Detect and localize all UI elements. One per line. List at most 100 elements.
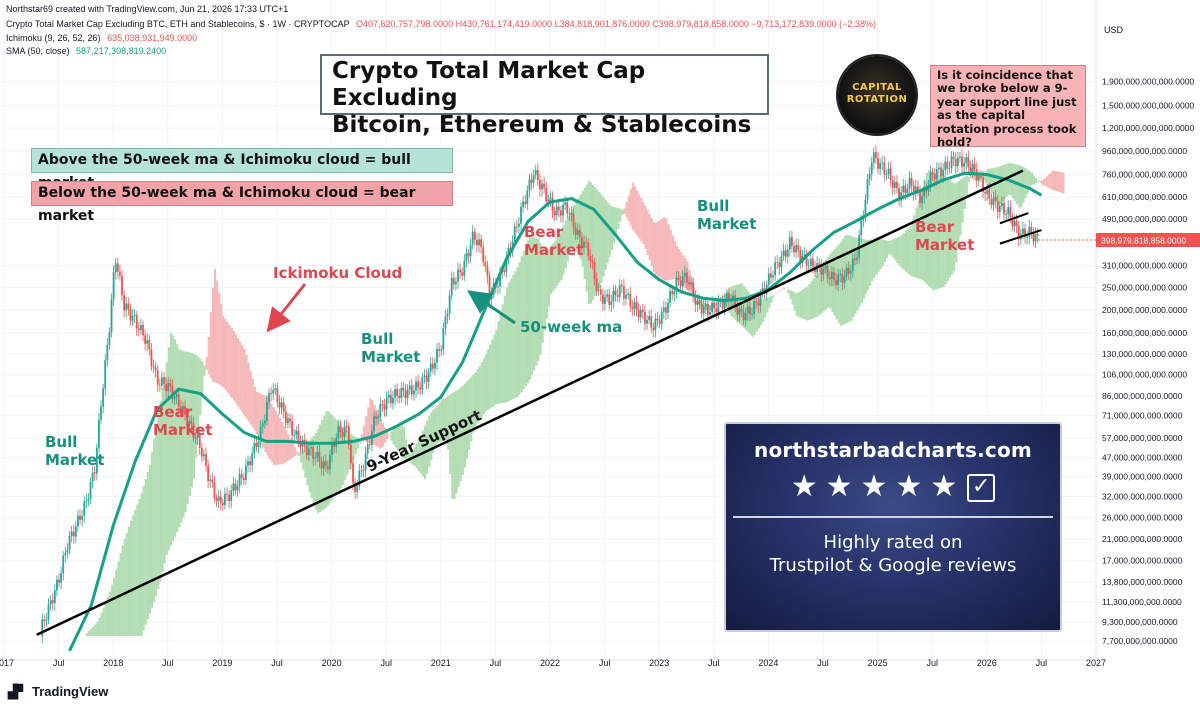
candle	[520, 202, 522, 231]
cloud-segment	[871, 239, 874, 282]
tradingview-logo[interactable]: ▟▘ TradingView	[8, 684, 108, 700]
candle-body	[776, 262, 779, 263]
candle-body	[352, 463, 354, 483]
cloud-segment	[1049, 172, 1052, 189]
candle	[524, 194, 527, 209]
candle	[652, 322, 655, 338]
cloud-segment	[846, 234, 849, 323]
candle	[870, 156, 873, 182]
x-tick-label: 2027	[1086, 658, 1106, 668]
candle-body	[507, 247, 510, 258]
cloud-segment	[886, 240, 889, 259]
candle	[442, 322, 445, 356]
cloud-segment	[571, 209, 574, 249]
cloud-segment	[480, 362, 483, 418]
cloud-segment	[682, 255, 685, 286]
candle-body	[144, 335, 147, 344]
candle-body	[791, 237, 793, 247]
candle-body	[56, 579, 58, 591]
candle-body	[593, 262, 596, 279]
candle	[667, 298, 669, 319]
candle	[144, 329, 147, 351]
candle-body	[68, 535, 71, 550]
candle	[242, 472, 245, 486]
candle-body	[305, 445, 308, 456]
candle-body	[612, 290, 615, 302]
cloud-segment	[155, 425, 158, 596]
cloud-segment	[890, 240, 893, 256]
candle-body	[106, 344, 109, 360]
candle-body	[70, 531, 73, 536]
cloud-segment	[640, 198, 643, 242]
candle-body	[959, 156, 961, 158]
candle-body	[436, 349, 438, 363]
candle	[190, 414, 193, 430]
cloud-segment	[812, 278, 815, 319]
cloud-segment	[619, 208, 622, 222]
candle-body	[240, 474, 243, 479]
candle	[98, 413, 100, 453]
candle	[85, 493, 88, 509]
promo-badge[interactable]: northstarbadcharts.com ★★★★★ ✓ Highly rat…	[724, 422, 1062, 632]
candle-body	[192, 423, 195, 438]
candle-body	[862, 217, 865, 221]
cloud-segment	[251, 378, 254, 428]
cloud-segment	[1041, 180, 1044, 185]
sma-legend[interactable]: SMA (50, close) 587,217,308,819.2400	[6, 46, 166, 56]
candle-body	[81, 515, 84, 520]
cloud-segment	[967, 177, 970, 183]
candle	[77, 510, 79, 532]
capital-rotation-logo: CAPITAL ROTATION	[838, 56, 916, 134]
candle-body	[719, 301, 722, 303]
candle	[152, 359, 155, 374]
candle	[879, 158, 882, 176]
cloud-segment	[106, 597, 109, 637]
candle-body	[877, 158, 879, 169]
candle-body	[652, 327, 655, 331]
cloud-segment	[608, 204, 611, 257]
cloud-segment	[604, 199, 607, 270]
candle	[314, 452, 317, 466]
cloud-segment	[384, 427, 387, 443]
candle-body	[396, 389, 399, 396]
cloud-segment	[671, 235, 674, 280]
candle-body	[633, 301, 636, 309]
candle-body	[772, 275, 774, 278]
ichimoku-legend[interactable]: Ichimoku (9, 26, 52, 26) 635,038,931,949…	[6, 33, 197, 43]
candle-body	[912, 185, 915, 194]
candle-body	[690, 282, 693, 285]
time-axis: 2017 Jul 2018 Jul 2019 Jul 2020 Jul 2021 Jul 2022 J…	[0, 658, 1106, 668]
cloud-segment	[407, 451, 410, 462]
candle-body	[891, 180, 894, 188]
candle	[221, 498, 224, 511]
candle	[203, 449, 205, 461]
candle-body	[448, 295, 451, 314]
candle-body	[860, 220, 863, 236]
cloud-segment	[936, 173, 939, 289]
candle	[347, 422, 350, 450]
candle-body	[207, 465, 210, 481]
candle	[851, 253, 854, 279]
candle-body	[62, 555, 65, 574]
candle-body	[1015, 220, 1018, 226]
candle	[593, 258, 596, 286]
cloud-segment	[247, 362, 250, 422]
candle	[683, 265, 686, 284]
candle-body	[578, 230, 581, 238]
y-tick-label: 7,700,000,000.0000	[1102, 636, 1178, 646]
cloud-segment	[579, 194, 582, 260]
cloud-segment	[211, 287, 214, 382]
candle	[998, 201, 1001, 218]
cloud-segment	[161, 389, 164, 572]
support-line	[36, 169, 1024, 636]
cloud-segment	[316, 428, 319, 514]
candle-body	[755, 301, 758, 303]
candle-body	[986, 189, 989, 194]
candle-body	[927, 186, 930, 192]
candle	[358, 463, 361, 491]
candle-body	[572, 213, 575, 228]
cloud-segment	[220, 304, 223, 386]
candle	[908, 171, 911, 195]
cloud-segment	[797, 291, 800, 317]
cloud-segment	[865, 239, 868, 295]
